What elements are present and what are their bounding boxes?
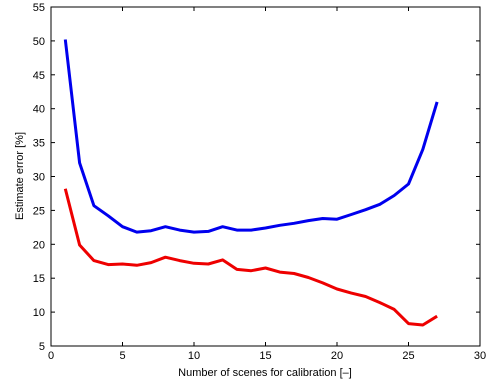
x-tick-label: 5 bbox=[119, 350, 125, 362]
y-tick-label: 30 bbox=[33, 172, 45, 184]
x-tick-label: 15 bbox=[259, 350, 271, 362]
y-tick-label: 5 bbox=[39, 341, 45, 353]
x-tick-label: 0 bbox=[48, 350, 54, 362]
y-tick-label: 20 bbox=[33, 239, 45, 251]
y-tick-label: 50 bbox=[33, 36, 45, 48]
y-axis-title: Estimate error [%] bbox=[14, 132, 26, 220]
y-tick-label: 15 bbox=[33, 273, 45, 285]
y-tick-label: 40 bbox=[33, 104, 45, 116]
y-tick-label: 25 bbox=[33, 205, 45, 217]
x-tick-label: 10 bbox=[188, 350, 200, 362]
x-tick-label: 25 bbox=[402, 350, 414, 362]
x-tick-label: 20 bbox=[331, 350, 343, 362]
y-tick-label: 10 bbox=[33, 307, 45, 319]
y-tick-label: 35 bbox=[33, 138, 45, 150]
y-tick-label: 55 bbox=[33, 2, 45, 14]
x-tick-label: 30 bbox=[474, 350, 486, 362]
plot-area bbox=[51, 7, 480, 346]
x-axis-title: Number of scenes for calibration [–] bbox=[178, 367, 352, 379]
y-tick-label: 45 bbox=[33, 70, 45, 82]
